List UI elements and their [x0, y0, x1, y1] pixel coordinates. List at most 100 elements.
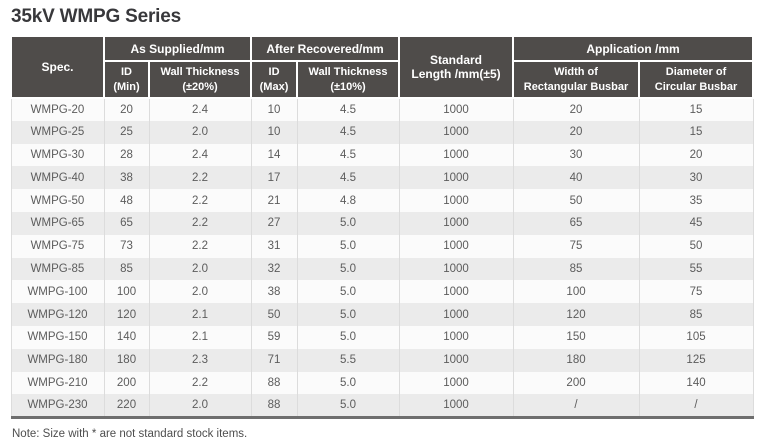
- header-wall-thickness-10: Wall Thickness (±10%): [296, 60, 401, 99]
- table-row: WMPG-210 200 2.2 88 5.0 1000 200 140: [10, 371, 754, 395]
- cell-standard-length: 1000: [398, 234, 514, 258]
- header-diameter-circular-busbar: Diameter of Circular Busbar: [638, 60, 755, 99]
- cell-spec: WMPG-100: [10, 280, 105, 304]
- cell-diameter-circular-busbar: 15: [638, 120, 754, 144]
- table-row: WMPG-85 85 2.0 32 5.0 1000 85 55: [10, 257, 754, 281]
- cell-id-max: 31: [250, 234, 298, 258]
- cell-id-min: 38: [103, 166, 150, 190]
- table-body: WMPG-20 20 2.4 10 4.5 1000 20 15 WMPG-25…: [10, 98, 754, 418]
- cell-width-rectangular-busbar: 100: [512, 280, 640, 304]
- table-row: WMPG-20 20 2.4 10 4.5 1000 20 15: [10, 98, 754, 121]
- cell-width-rectangular-busbar: 120: [512, 303, 640, 326]
- cell-wall-thickness-20: 2.2: [148, 371, 252, 395]
- table-row: WMPG-40 38 2.2 17 4.5 1000 40 30: [10, 166, 754, 190]
- cell-id-max: 38: [250, 280, 298, 304]
- cell-wall-thickness-10: 5.0: [296, 325, 400, 349]
- header-id-min-line2: (Min): [113, 80, 140, 93]
- cell-diameter-circular-busbar: /: [638, 394, 754, 418]
- header-id-min-line1: ID: [121, 66, 132, 79]
- cell-width-rectangular-busbar: 40: [512, 166, 640, 190]
- cell-standard-length: 1000: [398, 120, 514, 144]
- header-application: Application /mm: [512, 35, 755, 62]
- header-group-row: Spec. As Supplied/mm After Recovered/mm …: [10, 35, 755, 99]
- cell-wall-thickness-20: 2.0: [148, 120, 252, 144]
- table-row: WMPG-100 100 2.0 38 5.0 1000 100 75: [10, 280, 754, 304]
- wmpg-spec-table: Spec. As Supplied/mm After Recovered/mm …: [10, 35, 755, 419]
- cell-wall-thickness-10: 4.8: [296, 189, 400, 212]
- header-wall-thickness-10-line1: Wall Thickness: [308, 66, 388, 79]
- cell-id-min: 220: [103, 394, 150, 418]
- cell-id-min: 25: [103, 120, 150, 144]
- cell-wall-thickness-10: 5.0: [296, 394, 400, 418]
- cell-id-min: 85: [103, 257, 150, 281]
- page-title: 35kV WMPG Series: [11, 6, 181, 27]
- cell-id-min: 200: [103, 371, 150, 395]
- cell-spec: WMPG-85: [10, 257, 105, 281]
- cell-diameter-circular-busbar: 105: [638, 325, 754, 349]
- cell-spec: WMPG-50: [10, 189, 105, 212]
- table-row: WMPG-65 65 2.2 27 5.0 1000 65 45: [10, 211, 754, 235]
- cell-id-max: 59: [250, 325, 298, 349]
- cell-wall-thickness-20: 2.0: [148, 280, 252, 304]
- cell-id-min: 120: [103, 303, 150, 326]
- header-wall-thickness-20-line1: Wall Thickness: [160, 66, 240, 79]
- header-wall-thickness-10-line2: (±10%): [330, 80, 366, 93]
- cell-standard-length: 1000: [398, 166, 514, 190]
- cell-id-max: 88: [250, 371, 298, 395]
- cell-wall-thickness-10: 5.0: [296, 303, 400, 326]
- cell-id-max: 14: [250, 143, 298, 167]
- cell-width-rectangular-busbar: 20: [512, 98, 640, 121]
- cell-id-min: 28: [103, 143, 150, 167]
- cell-id-min: 180: [103, 348, 150, 372]
- cell-spec: WMPG-25: [10, 120, 105, 144]
- cell-width-rectangular-busbar: 65: [512, 211, 640, 235]
- header-sub-row: ID (Min) Wall Thickness (±20%) ID (Max) …: [11, 60, 755, 99]
- table-row: WMPG-75 73 2.2 31 5.0 1000 75 50: [10, 234, 754, 258]
- cell-id-max: 17: [250, 166, 298, 190]
- cell-id-max: 88: [250, 394, 298, 418]
- header-dia-circ-line2: Circular Busbar: [654, 80, 738, 93]
- cell-spec: WMPG-75: [10, 234, 105, 258]
- cell-width-rectangular-busbar: 75: [512, 234, 640, 258]
- table-row: WMPG-120 120 2.1 50 5.0 1000 120 85: [10, 303, 754, 326]
- header-wall-thickness-20-line2: (±20%): [182, 80, 218, 93]
- header-id-max-line2: (Max): [259, 80, 289, 93]
- cell-diameter-circular-busbar: 75: [638, 280, 754, 304]
- header-id-max: ID (Max): [250, 60, 299, 99]
- header-id-max-line1: ID: [268, 66, 280, 79]
- cell-width-rectangular-busbar: 30: [512, 143, 640, 167]
- header-standard-length-line1: Standard: [430, 53, 483, 67]
- cell-standard-length: 1000: [398, 348, 514, 372]
- cell-spec: WMPG-20: [10, 98, 105, 121]
- header-standard-length: Standard Length /mm(±5): [398, 35, 515, 99]
- cell-id-min: 100: [103, 280, 150, 304]
- cell-wall-thickness-10: 5.0: [296, 234, 400, 258]
- cell-standard-length: 1000: [398, 211, 514, 235]
- cell-spec: WMPG-65: [10, 211, 105, 235]
- cell-diameter-circular-busbar: 45: [638, 211, 754, 235]
- cell-diameter-circular-busbar: 35: [638, 189, 754, 212]
- cell-wall-thickness-20: 2.0: [148, 394, 252, 418]
- cell-wall-thickness-20: 2.1: [148, 325, 252, 349]
- cell-standard-length: 1000: [398, 189, 514, 212]
- cell-wall-thickness-10: 4.5: [296, 166, 400, 190]
- header-after-recovered: After Recovered/mm: [250, 35, 401, 62]
- header-wall-thickness-20: Wall Thickness (±20%): [147, 60, 253, 99]
- cell-standard-length: 1000: [398, 303, 514, 326]
- cell-wall-thickness-20: 2.2: [148, 234, 252, 258]
- cell-id-max: 32: [250, 257, 298, 281]
- cell-wall-thickness-20: 2.2: [148, 166, 252, 190]
- cell-diameter-circular-busbar: 30: [638, 166, 754, 190]
- cell-wall-thickness-10: 4.5: [296, 120, 400, 144]
- cell-id-min: 48: [103, 189, 150, 212]
- cell-diameter-circular-busbar: 85: [638, 303, 754, 326]
- cell-id-max: 27: [250, 211, 298, 235]
- cell-spec: WMPG-40: [10, 166, 105, 190]
- header-id-min: ID (Min): [103, 60, 150, 99]
- table-row: WMPG-180 180 2.3 71 5.5 1000 180 125: [10, 348, 754, 372]
- cell-spec: WMPG-30: [10, 143, 105, 167]
- cell-wall-thickness-20: 2.2: [148, 211, 252, 235]
- header-spec: Spec.: [10, 35, 105, 99]
- cell-width-rectangular-busbar: /: [512, 394, 640, 418]
